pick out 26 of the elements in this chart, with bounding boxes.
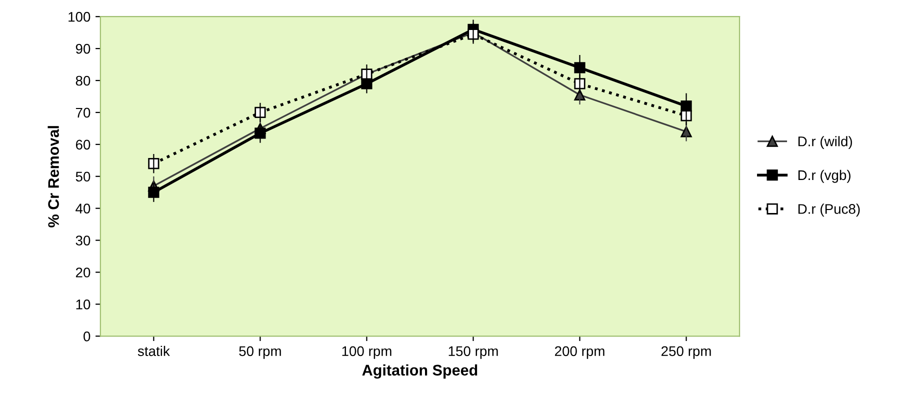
x-tick-label: 50 rpm	[239, 346, 281, 359]
point	[148, 158, 160, 170]
y-tick-label: 40	[76, 204, 90, 214]
x-tick-label: 100 rpm	[342, 346, 392, 359]
y-tick-label: 30	[76, 236, 90, 246]
y-tick-label: 10	[76, 300, 90, 310]
point	[574, 62, 586, 74]
legend-label: D.r (wild)	[798, 136, 852, 150]
x-tick-label: 150 rpm	[448, 346, 498, 359]
point	[148, 186, 160, 198]
y-axis-title: % Cr Removal	[48, 126, 59, 228]
y-tick-label: 100	[68, 12, 90, 22]
point	[254, 128, 266, 139]
x-tick-label: 250 rpm	[661, 346, 711, 359]
y-tick-label: 70	[76, 108, 90, 118]
x-axis-title: Agitation Speed	[362, 364, 478, 379]
legend-label: D.r (Puc8)	[798, 204, 860, 217]
legend-label: D.r (vgb)	[798, 170, 850, 183]
y-tick-label: 50	[76, 172, 90, 182]
y-tick-label: 20	[76, 268, 90, 278]
y-tick-label: 80	[76, 76, 90, 86]
x-tick-label: 200 rpm	[554, 346, 604, 359]
y-tick-label: 60	[76, 140, 90, 150]
y-tick-label: 90	[76, 44, 90, 54]
x-tick-label: statik	[138, 346, 170, 356]
y-tick-label: 0	[84, 331, 90, 342]
